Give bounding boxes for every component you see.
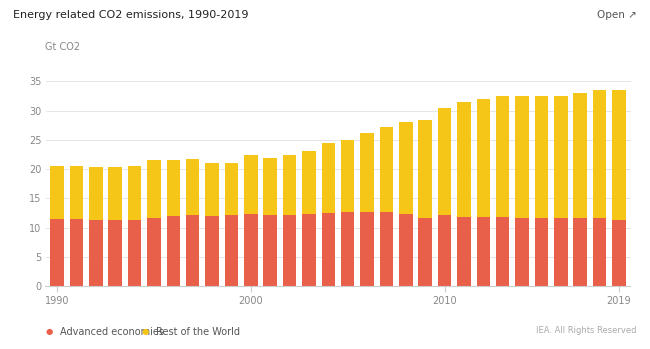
Bar bbox=[147, 218, 161, 286]
Bar bbox=[109, 167, 122, 220]
Bar bbox=[147, 161, 161, 218]
Bar bbox=[50, 219, 64, 286]
Text: Open ↗: Open ↗ bbox=[597, 10, 637, 21]
Text: Energy related CO2 emissions, 1990-2019: Energy related CO2 emissions, 1990-2019 bbox=[13, 10, 248, 21]
Bar bbox=[419, 218, 432, 286]
Bar bbox=[573, 218, 587, 286]
Bar bbox=[322, 143, 335, 213]
Bar bbox=[476, 99, 490, 217]
Bar bbox=[457, 102, 471, 217]
Bar bbox=[205, 216, 219, 286]
Bar bbox=[437, 215, 451, 286]
Bar bbox=[283, 155, 296, 215]
Bar bbox=[380, 127, 393, 212]
Bar bbox=[244, 214, 257, 286]
Bar bbox=[341, 213, 354, 286]
Bar bbox=[109, 220, 122, 286]
Bar bbox=[457, 217, 471, 286]
Bar bbox=[593, 90, 606, 218]
Bar bbox=[573, 93, 587, 218]
Bar bbox=[70, 166, 83, 219]
Bar bbox=[399, 122, 413, 214]
Bar bbox=[263, 157, 277, 215]
Text: Gt CO2: Gt CO2 bbox=[45, 43, 80, 52]
Bar bbox=[341, 140, 354, 213]
Bar bbox=[419, 119, 432, 218]
Bar bbox=[515, 96, 529, 218]
Bar bbox=[128, 166, 142, 220]
Bar bbox=[612, 90, 626, 220]
Bar bbox=[50, 166, 64, 219]
Text: Advanced economies: Advanced economies bbox=[60, 327, 164, 336]
Bar bbox=[496, 217, 510, 286]
Text: IEA. All Rights Reserved: IEA. All Rights Reserved bbox=[536, 326, 637, 335]
Bar bbox=[612, 220, 626, 286]
Bar bbox=[205, 163, 219, 216]
Bar bbox=[380, 212, 393, 286]
Bar bbox=[166, 216, 180, 286]
Bar bbox=[496, 96, 510, 217]
Bar bbox=[476, 217, 490, 286]
Bar bbox=[283, 215, 296, 286]
Bar bbox=[89, 167, 103, 220]
Bar bbox=[225, 163, 239, 215]
Bar bbox=[166, 161, 180, 216]
Bar bbox=[186, 215, 200, 286]
Bar bbox=[186, 159, 200, 215]
Bar bbox=[244, 155, 257, 214]
Bar bbox=[302, 214, 316, 286]
Bar bbox=[534, 96, 548, 218]
Bar bbox=[399, 214, 413, 286]
Bar bbox=[225, 215, 239, 286]
Bar bbox=[89, 220, 103, 286]
Text: ●: ● bbox=[142, 327, 149, 336]
Bar bbox=[534, 218, 548, 286]
Text: Rest of the World: Rest of the World bbox=[156, 327, 240, 336]
Bar bbox=[593, 218, 606, 286]
Bar bbox=[263, 215, 277, 286]
Text: ●: ● bbox=[46, 327, 53, 336]
Bar bbox=[360, 133, 374, 213]
Bar bbox=[302, 150, 316, 214]
Bar bbox=[322, 213, 335, 286]
Bar bbox=[515, 218, 529, 286]
Bar bbox=[437, 108, 451, 215]
Bar bbox=[70, 219, 83, 286]
Bar bbox=[554, 96, 567, 218]
Bar bbox=[554, 218, 567, 286]
Bar bbox=[360, 213, 374, 286]
Bar bbox=[128, 220, 142, 286]
